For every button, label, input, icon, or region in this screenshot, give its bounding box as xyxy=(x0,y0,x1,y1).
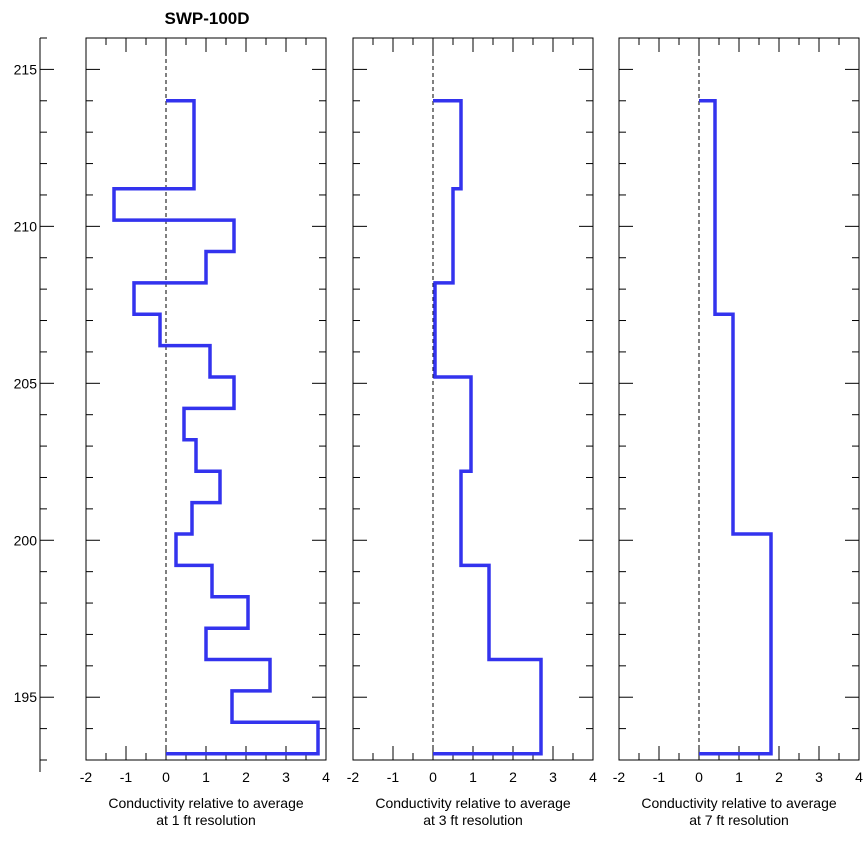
conductivity-series-line xyxy=(112,99,320,756)
y-axis: 195 200 205 210 215 xyxy=(14,37,54,772)
x-axis-label: at 7 ft resolution xyxy=(689,812,789,828)
x-tick-label: 4 xyxy=(855,769,863,785)
x-tick-label: 2 xyxy=(509,769,517,785)
panels: -2 -1 0 1 2 3 4 Conductivity relative to averag… xyxy=(80,37,863,828)
panel-2: -2 -1 0 1 2 3 4 Conductivity relative to averag… xyxy=(347,37,597,828)
x-tick-label: 2 xyxy=(242,769,250,785)
chart-title: SWP-100D xyxy=(164,9,249,28)
x-axis-label: Conductivity relative to average xyxy=(375,795,571,811)
x-axis-label: at 1 ft resolution xyxy=(156,812,256,828)
conductivity-series-line xyxy=(433,99,543,756)
x-tick-label: 1 xyxy=(202,769,210,785)
panel-3: -2 -1 0 1 2 3 4 Conductivity relative to averag… xyxy=(613,37,863,828)
x-tick-label: 3 xyxy=(815,769,823,785)
panel-frame xyxy=(352,37,594,761)
x-tick-label: 3 xyxy=(549,769,557,785)
panel-1: -2 -1 0 1 2 3 4 Conductivity relative to averag… xyxy=(80,37,330,828)
x-tick-label: 0 xyxy=(429,769,437,785)
x-tick-label: 0 xyxy=(695,769,703,785)
y-tick-label: 205 xyxy=(14,375,38,391)
y-tick-label: 210 xyxy=(14,218,38,234)
x-tick-label: 0 xyxy=(162,769,170,785)
x-axis-label: Conductivity relative to average xyxy=(641,795,837,811)
x-tick-label: 2 xyxy=(775,769,783,785)
y-tick-label: 215 xyxy=(14,61,38,77)
x-tick-label: 4 xyxy=(589,769,597,785)
x-tick-label: 1 xyxy=(735,769,743,785)
x-tick-label: 1 xyxy=(469,769,477,785)
x-tick-label: 3 xyxy=(282,769,290,785)
panel-frame xyxy=(618,37,860,761)
x-axis-label: Conductivity relative to average xyxy=(108,795,304,811)
x-tick-label: -2 xyxy=(613,769,626,785)
x-tick-label: -1 xyxy=(653,769,666,785)
y-tick-label: 195 xyxy=(14,689,38,705)
conductivity-series-line xyxy=(699,99,773,756)
x-axis-label: at 3 ft resolution xyxy=(423,812,523,828)
x-tick-label: -1 xyxy=(387,769,400,785)
x-tick-label: 4 xyxy=(322,769,330,785)
x-tick-label: -2 xyxy=(80,769,93,785)
x-tick-label: -2 xyxy=(347,769,360,785)
y-tick-label: 200 xyxy=(14,532,38,548)
x-tick-label: -1 xyxy=(120,769,133,785)
